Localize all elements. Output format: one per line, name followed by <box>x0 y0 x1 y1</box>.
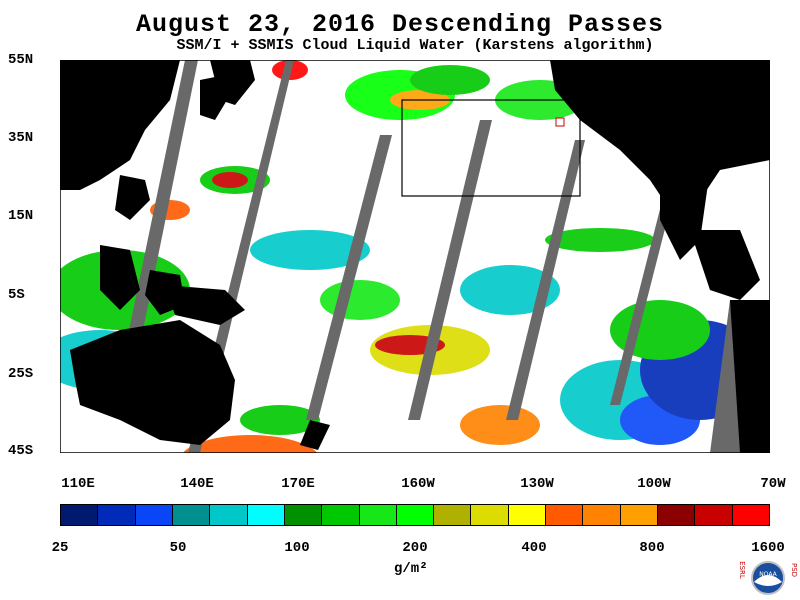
colorbar-units: g/m² <box>394 561 428 577</box>
colorbar-cell <box>695 505 733 525</box>
colorbar-cell <box>508 505 547 525</box>
colorbar-cell <box>172 505 211 525</box>
colorbar-label-50: 50 <box>169 540 187 556</box>
colorbar-cell <box>396 505 435 525</box>
colorbar-cell <box>322 505 360 525</box>
logo-center-text: NOAA <box>759 571 777 578</box>
colorbar-cell <box>546 505 584 525</box>
colorbar-cell <box>620 505 658 525</box>
noaa-esrl-psd-logo: NOAA ESRL PSD <box>738 561 798 595</box>
region-box <box>401 99 581 197</box>
colorbar-label-25: 25 <box>51 540 69 556</box>
logo-left-letters: ESRL <box>738 561 746 579</box>
lon-label-140e: 140E <box>180 476 214 492</box>
lat-label-35n: 35N <box>8 130 34 146</box>
colorbar-cell <box>247 505 285 525</box>
lon-label-70w: 70W <box>760 476 786 492</box>
lon-label-110e: 110E <box>61 476 95 492</box>
land-masses <box>60 60 770 453</box>
colorbar-label-400: 400 <box>521 540 547 556</box>
small-region-box <box>555 117 565 127</box>
colorbar-label-100: 100 <box>284 540 310 556</box>
logo-right-letters: PSD <box>790 563 798 577</box>
lon-label-160w: 160W <box>401 476 435 492</box>
chart-subtitle: SSM/I + SSMIS Cloud Liquid Water (Karste… <box>176 37 654 54</box>
colorbar-cell <box>471 505 509 525</box>
colorbar-cell <box>359 505 397 525</box>
lat-label-15n: 15N <box>8 208 34 224</box>
colorbar-label-800: 800 <box>639 540 665 556</box>
colorbar-cell <box>61 505 99 525</box>
lat-label-45s: 45S <box>8 443 34 459</box>
colorbar-cell <box>658 505 696 525</box>
lon-label-100w: 100W <box>637 476 671 492</box>
colorbar-cell <box>135 505 173 525</box>
colorbar-cell <box>284 505 323 525</box>
colorbar <box>60 504 770 526</box>
cloud-liquid-water-map <box>60 60 770 453</box>
colorbar-label-200: 200 <box>402 540 428 556</box>
lat-label-55n: 55N <box>8 52 34 68</box>
colorbar-cell <box>732 505 769 525</box>
colorbar-cell <box>98 505 136 525</box>
lat-label-5s: 5S <box>8 287 25 303</box>
colorbar-cell <box>583 505 621 525</box>
lat-label-25s: 25S <box>8 366 34 382</box>
colorbar-label-1600: 1600 <box>751 540 785 556</box>
chart-title: August 23, 2016 Descending Passes <box>135 10 665 39</box>
lon-label-130w: 130W <box>520 476 554 492</box>
colorbar-cell <box>210 505 248 525</box>
colorbar-cell <box>434 505 472 525</box>
lon-label-170e: 170E <box>281 476 315 492</box>
